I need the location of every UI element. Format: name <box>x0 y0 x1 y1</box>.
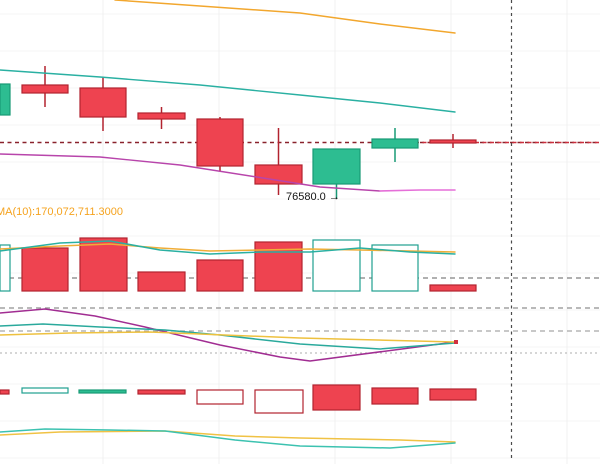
candle-body <box>79 87 127 118</box>
histogram-bar <box>196 389 244 405</box>
candle-body <box>371 138 419 149</box>
histogram-bar <box>21 387 69 394</box>
oscillator-end-marker <box>454 340 458 344</box>
candle-body <box>137 112 186 120</box>
histogram-bar <box>429 388 477 401</box>
price-tag-label: 76580.0 → <box>286 191 340 203</box>
ma-mid-teal <box>0 69 456 113</box>
candle-body <box>312 148 361 185</box>
band-lower-magenta <box>0 153 381 192</box>
histogram-bar <box>254 389 304 414</box>
band-lower-pink-end <box>379 189 456 192</box>
histogram-bar <box>371 387 419 405</box>
vol-ma-teal <box>0 240 456 255</box>
volume-bar <box>137 271 186 292</box>
candle-body <box>0 83 11 116</box>
histogram-bar <box>0 389 10 395</box>
candle-body <box>196 118 244 167</box>
candle-body <box>429 139 477 144</box>
volume-bar <box>0 244 11 292</box>
bottom-yellow <box>0 430 456 443</box>
bottom-teal <box>0 428 456 449</box>
volume-bar <box>429 284 477 292</box>
ma-upper-orange <box>114 0 456 34</box>
volume-bar <box>312 239 361 292</box>
volume-bar <box>21 247 69 292</box>
candle-body <box>21 84 69 94</box>
volume-bar <box>79 237 128 292</box>
histogram-bar <box>78 389 127 394</box>
osc-teal <box>0 323 456 350</box>
histogram-bar <box>312 384 361 411</box>
volume-bar <box>196 259 244 292</box>
osc-purple <box>0 308 456 362</box>
osc-yellow <box>0 331 456 343</box>
histogram-bar <box>137 389 186 395</box>
volume-ma-label: MA(10):170,072,711.3000 <box>0 206 123 218</box>
